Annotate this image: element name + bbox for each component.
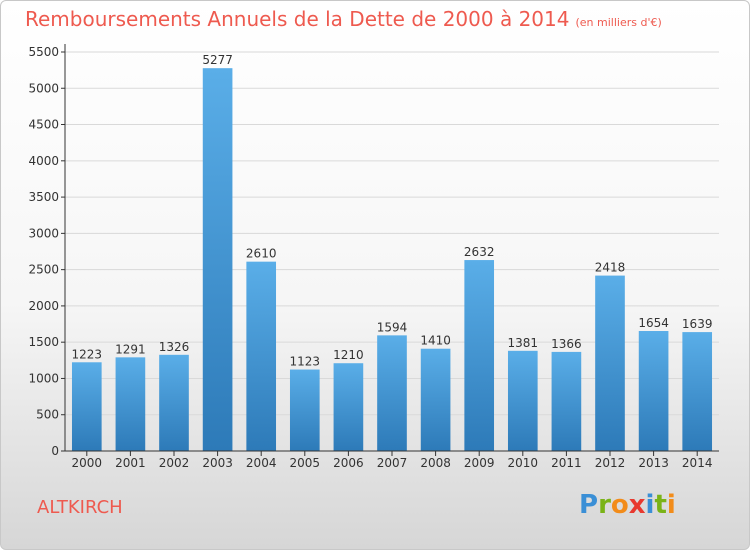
y-tick-label: 2500 <box>28 263 59 277</box>
x-tick-label: 2008 <box>420 456 451 470</box>
y-tick-label: 5500 <box>28 45 59 59</box>
logo-letter: r <box>598 490 611 520</box>
bar <box>682 332 713 451</box>
x-tick-label: 2000 <box>72 456 103 470</box>
data-label: 1410 <box>420 334 451 348</box>
x-tick-label: 2004 <box>246 456 277 470</box>
y-tick-label: 2000 <box>28 299 59 313</box>
y-tick-label: 0 <box>51 444 59 458</box>
proxiti-logo: Proxiti <box>579 490 676 520</box>
bar <box>595 275 625 451</box>
x-tick-label: 2010 <box>508 456 539 470</box>
y-tick-label: 3000 <box>28 226 59 240</box>
bar <box>202 68 233 451</box>
x-tick-label: 2012 <box>595 456 626 470</box>
bar <box>333 363 364 451</box>
data-label: 1594 <box>377 320 408 334</box>
bar <box>420 348 451 451</box>
bar <box>246 261 277 451</box>
data-label: 1291 <box>115 342 146 356</box>
data-label: 2610 <box>246 247 277 261</box>
bar <box>71 362 102 451</box>
y-tick-label: 3500 <box>28 190 59 204</box>
y-tick-label: 500 <box>36 408 59 422</box>
x-tick-label: 2002 <box>159 456 190 470</box>
data-label: 1210 <box>333 348 364 362</box>
data-label: 1123 <box>290 355 321 369</box>
logo-letter: P <box>579 490 599 520</box>
x-tick-label: 2007 <box>377 456 408 470</box>
title-unit: (en milliers d'€) <box>575 16 662 29</box>
x-tick-label: 2001 <box>115 456 146 470</box>
bar <box>507 350 538 451</box>
chart-title: Remboursements Annuels de la Dette de 20… <box>25 7 662 31</box>
data-label: 1223 <box>72 347 103 361</box>
data-label: 1639 <box>682 317 713 331</box>
data-label: 5277 <box>202 53 233 67</box>
logo-letter: x <box>628 490 646 520</box>
data-label: 2418 <box>595 261 626 275</box>
bar <box>551 351 582 451</box>
logo-letter: i <box>645 490 655 520</box>
y-tick-label: 4500 <box>28 118 59 132</box>
x-tick-label: 2013 <box>638 456 669 470</box>
x-tick-label: 2006 <box>333 456 364 470</box>
x-tick-label: 2009 <box>464 456 495 470</box>
data-label: 2632 <box>464 245 495 259</box>
y-tick-label: 1000 <box>28 371 59 385</box>
x-tick-label: 2014 <box>682 456 713 470</box>
bar <box>115 357 146 451</box>
data-label: 1654 <box>638 316 669 330</box>
logo-letter: i <box>666 490 676 520</box>
data-label: 1326 <box>159 340 190 354</box>
title-main: Remboursements Annuels de la Dette de 20… <box>25 7 570 31</box>
bar <box>638 331 669 451</box>
data-label: 1366 <box>551 337 582 351</box>
x-tick-label: 2005 <box>290 456 321 470</box>
y-tick-label: 4000 <box>28 154 59 168</box>
logo-letter: t <box>654 490 667 520</box>
y-tick-label: 1500 <box>28 335 59 349</box>
bar <box>464 260 495 451</box>
x-tick-label: 2011 <box>551 456 582 470</box>
bar <box>377 335 407 451</box>
y-tick-label: 5000 <box>28 81 59 95</box>
x-tick-label: 2003 <box>202 456 233 470</box>
bar <box>159 354 189 451</box>
logo-letter: o <box>610 490 629 520</box>
commune-name: ALTKIRCH <box>37 497 123 518</box>
data-label: 1381 <box>508 336 539 350</box>
bar <box>289 369 320 451</box>
